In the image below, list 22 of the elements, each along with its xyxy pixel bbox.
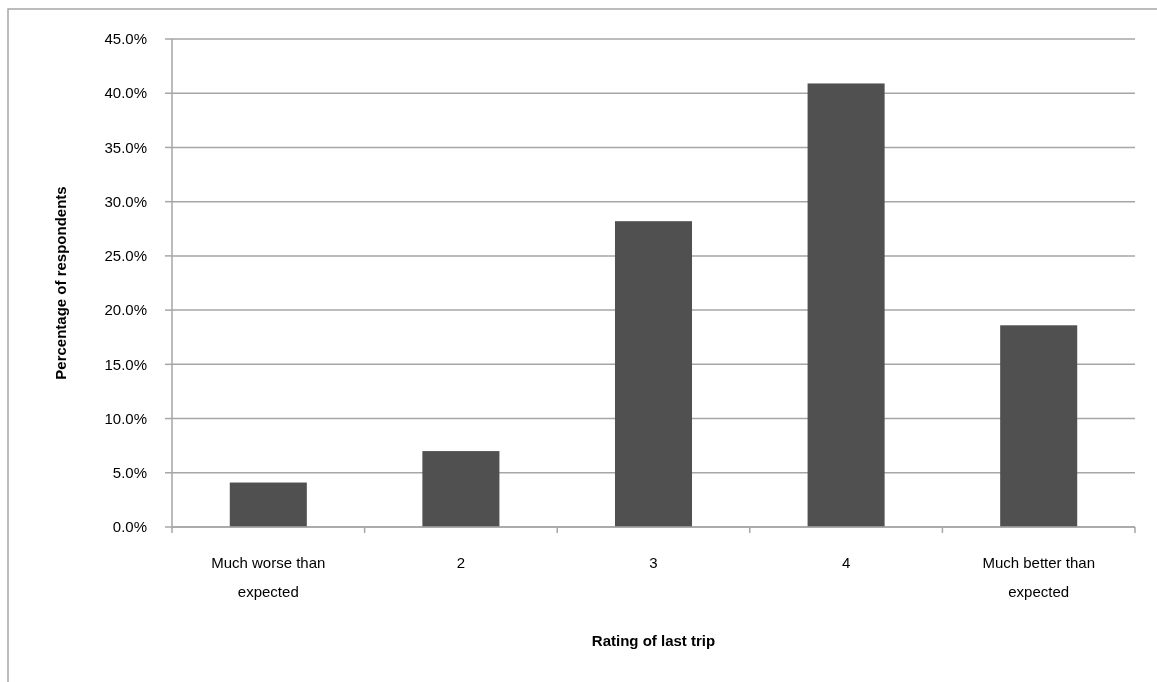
y-tick-label: 20.0% <box>104 301 147 319</box>
y-tick-label: 10.0% <box>104 409 147 427</box>
bar <box>614 221 693 527</box>
x-tick-label: Much worse than expected <box>211 554 326 600</box>
x-tick-label: 2 <box>456 554 466 571</box>
y-tick-label: 45.0% <box>104 30 147 48</box>
y-tick-label: 15.0% <box>104 355 147 373</box>
bar <box>1000 325 1078 527</box>
y-tick-label: 40.0% <box>104 84 147 102</box>
y-axis-title: Percentage of respondents <box>52 186 69 380</box>
x-axis-title: Rating of last trip <box>591 632 716 649</box>
bar <box>807 83 885 527</box>
y-tick-label: 5.0% <box>112 464 147 482</box>
bar <box>422 451 500 527</box>
y-tick-label: 35.0% <box>104 138 147 156</box>
y-tick-label: 30.0% <box>104 192 147 210</box>
x-tick-label: 4 <box>841 554 851 571</box>
x-tick-label: 3 <box>649 554 658 571</box>
bar <box>229 482 307 527</box>
y-tick-label: 0.0% <box>112 518 147 536</box>
y-tick-label: 25.0% <box>104 247 147 265</box>
x-tick-label: Much better than expected <box>982 554 1095 600</box>
